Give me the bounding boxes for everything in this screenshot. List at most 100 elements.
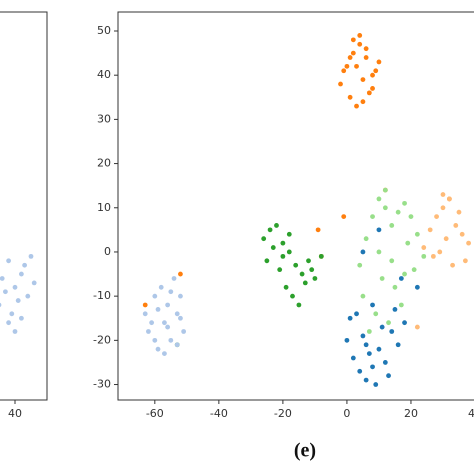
y-tick-label: -20 — [93, 333, 111, 346]
caption: (e) — [294, 440, 316, 462]
y-tick-label: -30 — [93, 378, 111, 391]
point — [402, 320, 407, 326]
point — [389, 223, 395, 228]
point — [421, 245, 427, 250]
point — [152, 337, 158, 343]
point — [411, 267, 417, 273]
point — [382, 205, 388, 211]
point — [357, 33, 363, 38]
point — [382, 187, 388, 193]
point — [389, 329, 395, 334]
point — [280, 253, 286, 259]
point — [405, 240, 411, 246]
point — [373, 382, 379, 387]
point — [178, 315, 183, 321]
point — [338, 81, 343, 87]
point — [12, 284, 18, 290]
x-tick-label: 40 — [8, 407, 22, 420]
point — [168, 289, 174, 295]
point — [178, 293, 183, 299]
point — [318, 253, 324, 259]
point — [363, 377, 369, 383]
point — [466, 240, 471, 246]
point — [357, 262, 363, 268]
point — [360, 249, 366, 255]
point — [370, 302, 375, 308]
point — [347, 94, 353, 100]
point — [354, 103, 359, 109]
point — [315, 227, 321, 233]
point — [0, 302, 2, 308]
point — [386, 373, 391, 379]
point — [363, 342, 369, 348]
point — [350, 355, 356, 361]
point — [309, 267, 315, 273]
point — [261, 236, 267, 242]
point — [434, 214, 439, 220]
point — [440, 192, 446, 197]
point — [280, 240, 286, 246]
point — [437, 249, 443, 255]
point — [302, 280, 308, 286]
point — [376, 227, 382, 233]
point — [446, 196, 452, 202]
point — [354, 63, 359, 69]
point — [395, 209, 401, 215]
point — [357, 368, 363, 374]
point — [376, 196, 382, 202]
point — [299, 271, 305, 277]
point — [402, 200, 407, 206]
y-tick-label: 20 — [97, 157, 111, 170]
point — [293, 262, 299, 268]
point — [286, 231, 292, 237]
point — [22, 262, 27, 268]
point — [376, 249, 382, 255]
x-tick-label: -20 — [274, 407, 292, 420]
point — [277, 267, 283, 273]
point — [142, 311, 148, 317]
point — [389, 258, 395, 264]
point — [31, 280, 37, 286]
point — [270, 245, 276, 250]
point — [376, 346, 382, 352]
point — [296, 302, 302, 308]
point — [146, 329, 151, 334]
x-tick-label: -60 — [146, 407, 164, 420]
point — [290, 293, 295, 299]
point — [360, 293, 366, 299]
point — [6, 258, 11, 264]
point — [370, 364, 375, 370]
point — [379, 276, 385, 281]
point — [363, 236, 369, 242]
point — [306, 258, 311, 264]
y-tick-label: 10 — [97, 201, 111, 214]
point — [450, 262, 455, 268]
point — [430, 253, 436, 259]
point — [392, 307, 398, 312]
point — [19, 315, 24, 321]
x-tick-label: 0 — [343, 407, 350, 420]
point — [165, 324, 171, 330]
point — [370, 72, 375, 78]
point — [12, 329, 18, 334]
point — [459, 231, 465, 237]
point — [142, 302, 148, 308]
point — [0, 276, 5, 281]
point — [341, 68, 347, 74]
point — [149, 320, 155, 326]
point — [414, 324, 420, 330]
point — [347, 315, 353, 321]
x-tick-label: -40 — [210, 407, 228, 420]
point — [344, 63, 350, 69]
point — [414, 231, 420, 237]
point — [357, 41, 363, 47]
point — [6, 320, 11, 326]
point — [366, 329, 372, 334]
point — [360, 333, 366, 339]
point — [15, 298, 21, 303]
point — [453, 223, 459, 228]
point — [155, 346, 161, 352]
point — [382, 360, 388, 365]
point — [3, 289, 8, 295]
point — [376, 59, 382, 65]
